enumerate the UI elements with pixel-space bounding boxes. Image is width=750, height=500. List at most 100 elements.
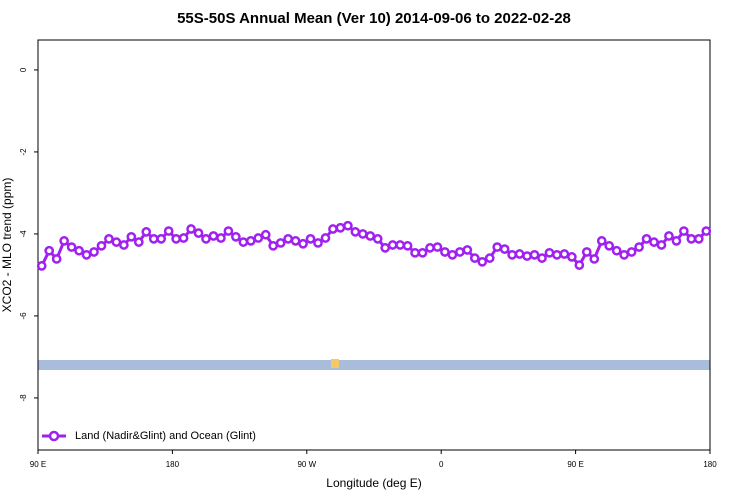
data-point xyxy=(350,227,361,237)
data-point xyxy=(111,237,122,247)
data-point xyxy=(365,231,376,241)
data-point xyxy=(163,226,174,236)
data-point xyxy=(380,243,391,253)
y-tick-label: -4 xyxy=(19,230,28,238)
data-point xyxy=(178,233,189,243)
data-point xyxy=(231,231,241,242)
data-point xyxy=(126,231,137,242)
data-point xyxy=(656,240,667,250)
data-point xyxy=(544,247,555,258)
data-point xyxy=(51,254,62,264)
data-point xyxy=(484,253,495,263)
y-tick-label: -8 xyxy=(19,394,28,402)
x-tick-label: 90 E xyxy=(30,460,46,469)
data-point xyxy=(119,240,129,250)
data-point xyxy=(626,247,637,257)
data-point xyxy=(59,236,69,246)
y-axis-label: XCO2 - MLO trend (ppm) xyxy=(0,178,14,313)
x-tick-label: 90 E xyxy=(567,460,583,469)
y-tick-label: -6 xyxy=(19,312,28,320)
data-point xyxy=(156,234,167,244)
data-point xyxy=(81,249,92,260)
plot-frame xyxy=(37,39,711,451)
data-point xyxy=(328,224,338,234)
data-point xyxy=(402,240,413,251)
data-point xyxy=(357,229,368,239)
data-point xyxy=(253,233,264,243)
data-point xyxy=(619,249,629,260)
data-point xyxy=(492,242,503,252)
data-point xyxy=(320,233,331,243)
land-speck xyxy=(331,359,339,368)
data-point xyxy=(596,236,607,246)
data-point xyxy=(455,247,465,257)
data-point xyxy=(223,226,234,236)
data-point xyxy=(671,236,682,246)
data-point xyxy=(537,253,547,263)
data-point xyxy=(604,240,615,251)
data-point xyxy=(283,234,293,244)
data-point xyxy=(634,242,644,252)
data-point xyxy=(260,229,271,240)
data-point xyxy=(208,231,219,241)
chart-title: 55S-50S Annual Mean (Ver 10) 2014-09-06 … xyxy=(177,10,571,27)
data-point xyxy=(507,249,517,260)
data-point xyxy=(417,247,428,258)
data-point xyxy=(425,243,435,253)
data-point xyxy=(245,236,256,246)
x-tick-label: 90 W xyxy=(297,460,316,469)
data-point xyxy=(372,234,383,244)
data-point xyxy=(499,244,510,254)
data-point xyxy=(268,240,279,251)
legend-label: Land (Nadir&Glint) and Ocean (Glint) xyxy=(75,430,256,442)
data-point xyxy=(469,253,480,263)
data-point xyxy=(559,249,570,259)
legend-marker xyxy=(48,430,60,442)
data-point xyxy=(298,238,308,249)
x-tick-label: 180 xyxy=(703,460,717,469)
data-point xyxy=(96,240,107,251)
data-point xyxy=(447,249,458,260)
data-point xyxy=(148,234,159,244)
data-point xyxy=(335,222,346,233)
data-point xyxy=(133,237,144,247)
data-point xyxy=(74,245,84,256)
data-point xyxy=(477,256,488,267)
data-point xyxy=(432,242,443,252)
data-point xyxy=(641,234,652,244)
x-axis-label: Longitude (deg E) xyxy=(326,476,421,490)
data-point xyxy=(36,261,47,271)
data-point xyxy=(514,249,525,259)
data-point xyxy=(611,245,622,256)
data-point xyxy=(201,234,211,244)
data-point xyxy=(44,245,55,256)
data-point xyxy=(104,234,114,244)
data-point xyxy=(649,237,659,247)
data-point xyxy=(343,220,353,231)
data-point xyxy=(664,231,674,241)
data-point xyxy=(440,247,450,257)
legend: Land (Nadir&Glint) and Ocean (Glint) xyxy=(42,430,256,442)
data-point xyxy=(89,247,99,257)
data-point xyxy=(305,234,316,244)
data-point xyxy=(193,228,204,238)
y-tick-label: 0 xyxy=(19,67,28,72)
data-point xyxy=(679,226,689,236)
data-point xyxy=(216,233,226,243)
data-point xyxy=(529,249,540,260)
data-point xyxy=(290,236,301,246)
data-point xyxy=(686,234,697,244)
data-point xyxy=(701,226,712,236)
data-point xyxy=(410,247,420,258)
data-point xyxy=(574,260,585,270)
data-point xyxy=(462,245,473,255)
data-point xyxy=(141,227,152,237)
data-point xyxy=(522,251,532,261)
data-point xyxy=(387,240,398,250)
data-point xyxy=(567,252,577,262)
data-point xyxy=(395,240,405,250)
data-point xyxy=(589,254,600,264)
data-point xyxy=(693,234,704,244)
data-point xyxy=(581,247,592,257)
data-point xyxy=(238,237,249,247)
